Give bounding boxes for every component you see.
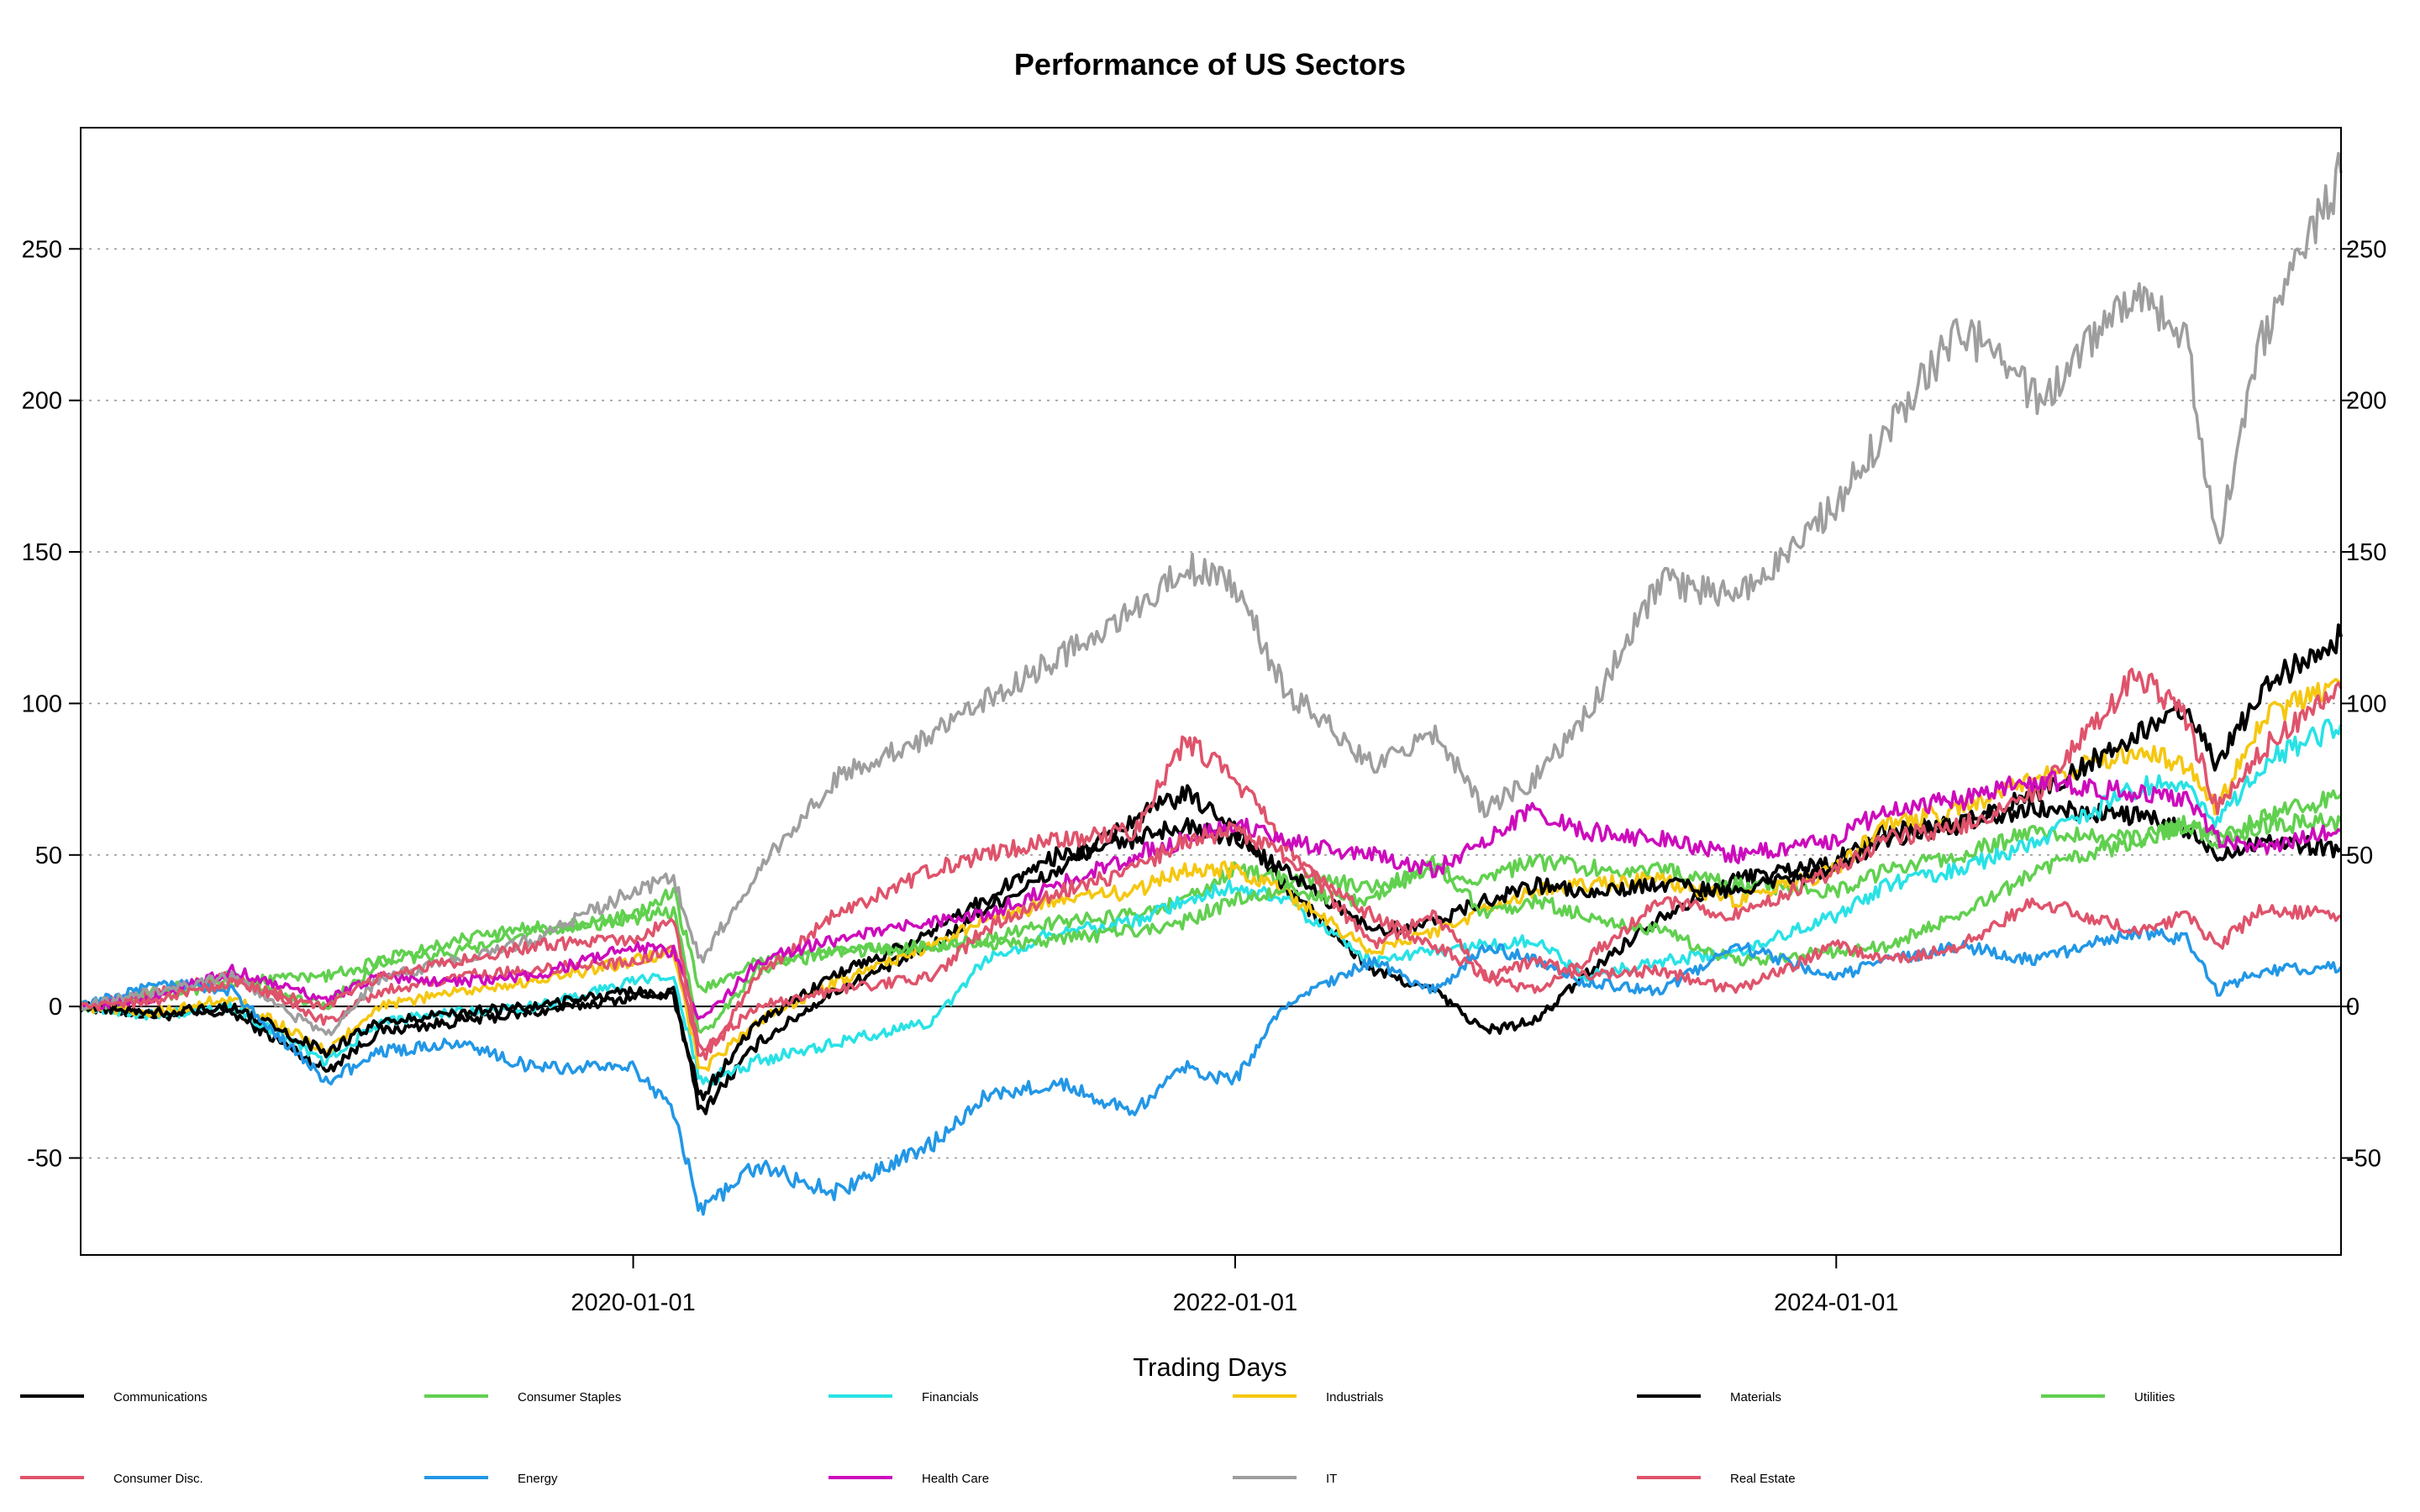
legend-label: Energy <box>518 1472 558 1486</box>
series-line-industrials <box>80 677 2342 1072</box>
legend-label: Financials <box>922 1390 979 1404</box>
legend-label: Consumer Disc. <box>113 1472 203 1486</box>
legend-label: Consumer Staples <box>518 1390 621 1404</box>
legend-label: IT <box>1326 1472 1337 1486</box>
legend-label: Industrials <box>1326 1390 1383 1404</box>
y-tick-label-left: 250 <box>22 236 62 263</box>
x-axis-label: Trading Days <box>1133 1352 1286 1382</box>
legend-label: Communications <box>113 1390 208 1404</box>
y-tick-label-left: 50 <box>35 843 62 869</box>
y-tick-label-right: -50 <box>2346 1146 2381 1173</box>
y-tick-label-right: 250 <box>2346 236 2386 263</box>
x-tick-label: 2022-01-01 <box>1173 1289 1297 1316</box>
series-line-consumer-staples <box>79 812 2343 1034</box>
y-tick-label-right: 0 <box>2346 994 2360 1021</box>
x-tick-label: 2020-01-01 <box>571 1289 695 1316</box>
y-tick-label-left: -50 <box>27 1146 62 1173</box>
legend-label: Real Estate <box>1730 1472 1796 1486</box>
y-tick-label-right: 100 <box>2346 690 2386 717</box>
plot-frame <box>80 127 2342 1256</box>
legend-label: Utilities <box>2134 1390 2175 1404</box>
series-line-consumer-disc- <box>80 667 2343 1061</box>
legend-label: Health Care <box>922 1472 989 1486</box>
legend-label: Materials <box>1730 1390 1781 1404</box>
y-tick-label-left: 100 <box>22 690 62 717</box>
series-lines <box>79 151 2343 1216</box>
y-tick-label-left: 150 <box>22 539 62 566</box>
series-line-utilities <box>79 789 2343 1011</box>
series-line-financials <box>79 718 2343 1086</box>
axes: -50 -50 0 0 50 50 100 100 150 150 200 200 250 250 2020… <box>22 236 2387 1316</box>
chart-title: Performance of US Sectors <box>1014 47 1406 81</box>
y-tick-label-right: 200 <box>2346 388 2386 415</box>
legend: Communications Consumer Staples Financials… <box>20 1390 2175 1486</box>
y-tick-label-right: 150 <box>2346 539 2386 566</box>
series-line-communications <box>79 784 2343 1116</box>
series-line-energy <box>79 924 2343 1216</box>
x-tick-label: 2024-01-01 <box>1774 1289 1898 1316</box>
y-tick-label-right: 50 <box>2346 843 2373 869</box>
y-tick-label-left: 0 <box>49 994 62 1021</box>
series-line-real-estate <box>79 822 2342 1052</box>
y-tick-label-left: 200 <box>22 388 62 415</box>
series-line-it <box>79 151 2343 1037</box>
